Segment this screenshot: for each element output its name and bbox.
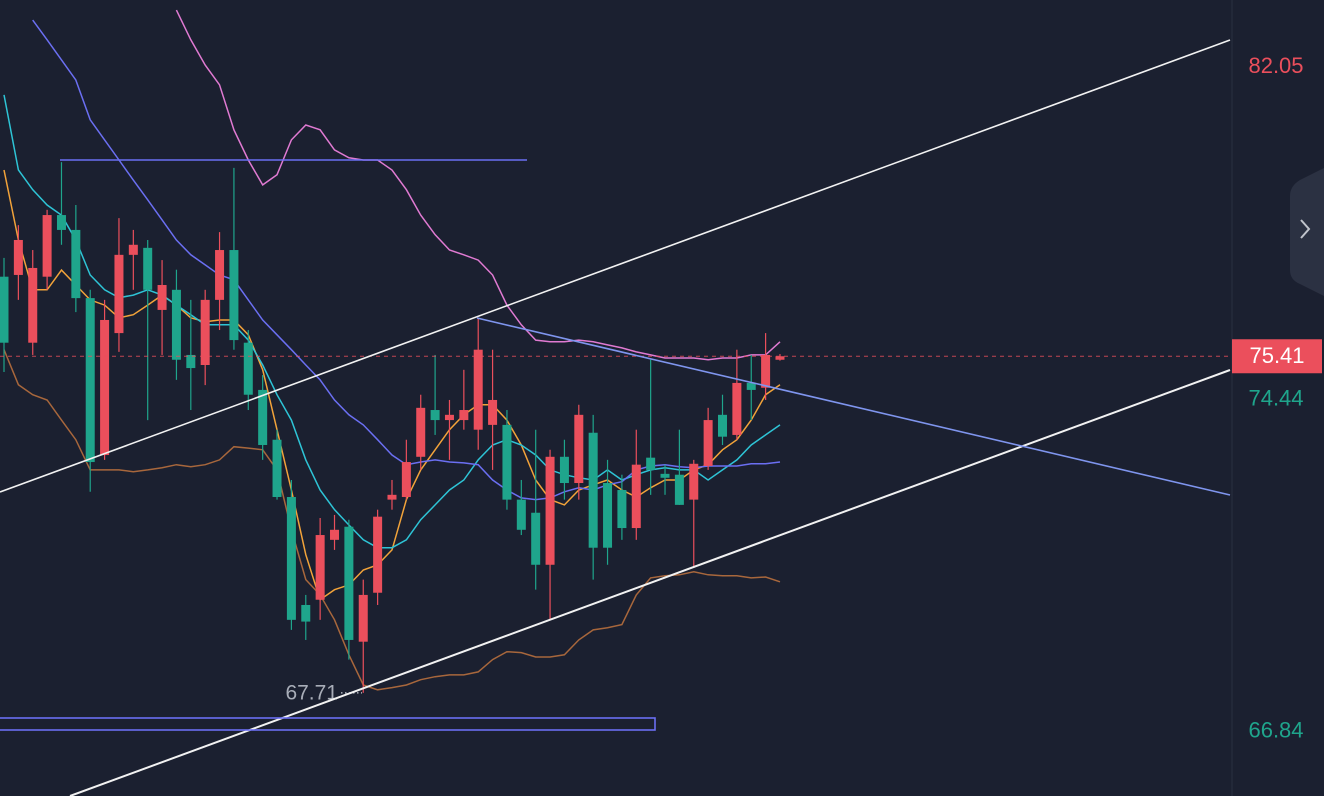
last-price-label: 75.41 bbox=[1249, 343, 1304, 368]
candle-body bbox=[531, 512, 541, 565]
candle-body bbox=[272, 439, 282, 498]
candle-body bbox=[200, 299, 210, 365]
candle-body bbox=[258, 389, 268, 445]
candle-body bbox=[157, 285, 167, 310]
candle-body bbox=[0, 276, 9, 343]
channel-lower bbox=[69, 369, 1231, 796]
candle-body bbox=[85, 298, 95, 463]
y-tick-label: 66.84 bbox=[1248, 718, 1303, 743]
candle-body bbox=[574, 414, 584, 484]
candle-body bbox=[243, 342, 253, 395]
candle-body bbox=[143, 247, 153, 290]
drawings bbox=[0, 39, 1231, 796]
candle-body bbox=[617, 490, 627, 529]
indicator-line bbox=[175, 9, 781, 361]
candle-body bbox=[315, 535, 325, 600]
candle-body bbox=[229, 250, 239, 341]
candle-body bbox=[13, 239, 23, 275]
candle-body bbox=[718, 414, 727, 437]
candle-body bbox=[444, 414, 454, 421]
candle-body bbox=[171, 289, 181, 360]
channel-upper bbox=[0, 39, 1231, 493]
candle-body bbox=[286, 497, 296, 620]
candle-body bbox=[186, 354, 196, 369]
candle-body bbox=[301, 604, 311, 622]
candle-body bbox=[660, 473, 670, 478]
candle-body bbox=[588, 432, 598, 548]
last-price-tag bbox=[1232, 339, 1322, 374]
candle-body bbox=[545, 456, 555, 565]
candle-body bbox=[689, 463, 699, 500]
low-annotation: 67.71 bbox=[285, 681, 338, 704]
candle-body bbox=[330, 529, 340, 540]
candle-body bbox=[387, 494, 397, 500]
y-tick-label: 82.05 bbox=[1248, 53, 1303, 78]
side-panel-arrow bbox=[1300, 219, 1311, 239]
candle-body bbox=[114, 254, 124, 334]
indicator-line bbox=[3, 349, 781, 691]
candle-body bbox=[732, 382, 742, 435]
candle-body bbox=[775, 356, 785, 360]
candle-body bbox=[373, 516, 383, 593]
candle-body bbox=[559, 456, 569, 484]
candle-body bbox=[674, 474, 684, 505]
candle-body bbox=[488, 399, 498, 425]
y-tick-label: 74.44 bbox=[1248, 385, 1303, 410]
candle-body bbox=[603, 483, 613, 548]
candle-body bbox=[28, 267, 38, 343]
candle-body bbox=[358, 594, 368, 642]
candle-body bbox=[71, 229, 81, 299]
candle-body bbox=[646, 457, 656, 470]
candle-body bbox=[430, 410, 440, 421]
candle-body bbox=[516, 499, 526, 530]
candle-body bbox=[746, 382, 756, 390]
candle-body bbox=[473, 349, 483, 430]
candle-body bbox=[416, 407, 426, 457]
candle-body bbox=[502, 424, 512, 500]
candle-body bbox=[761, 354, 771, 388]
candle-body bbox=[401, 462, 411, 498]
zone-box bbox=[0, 717, 656, 731]
price-axis: 75.41 66.84 74.44 82.05 bbox=[1232, 53, 1322, 743]
candle-body bbox=[215, 250, 225, 300]
trend-line bbox=[476, 317, 1231, 496]
candle-body bbox=[128, 244, 138, 255]
candle-body bbox=[703, 420, 713, 466]
plot-area: 67.71 bbox=[0, 9, 1232, 704]
candle-body bbox=[56, 215, 66, 230]
candle-body bbox=[344, 526, 354, 640]
candle-body bbox=[42, 215, 52, 277]
candle-body bbox=[459, 410, 469, 421]
candle-body bbox=[631, 464, 641, 529]
candle-body bbox=[100, 319, 110, 456]
